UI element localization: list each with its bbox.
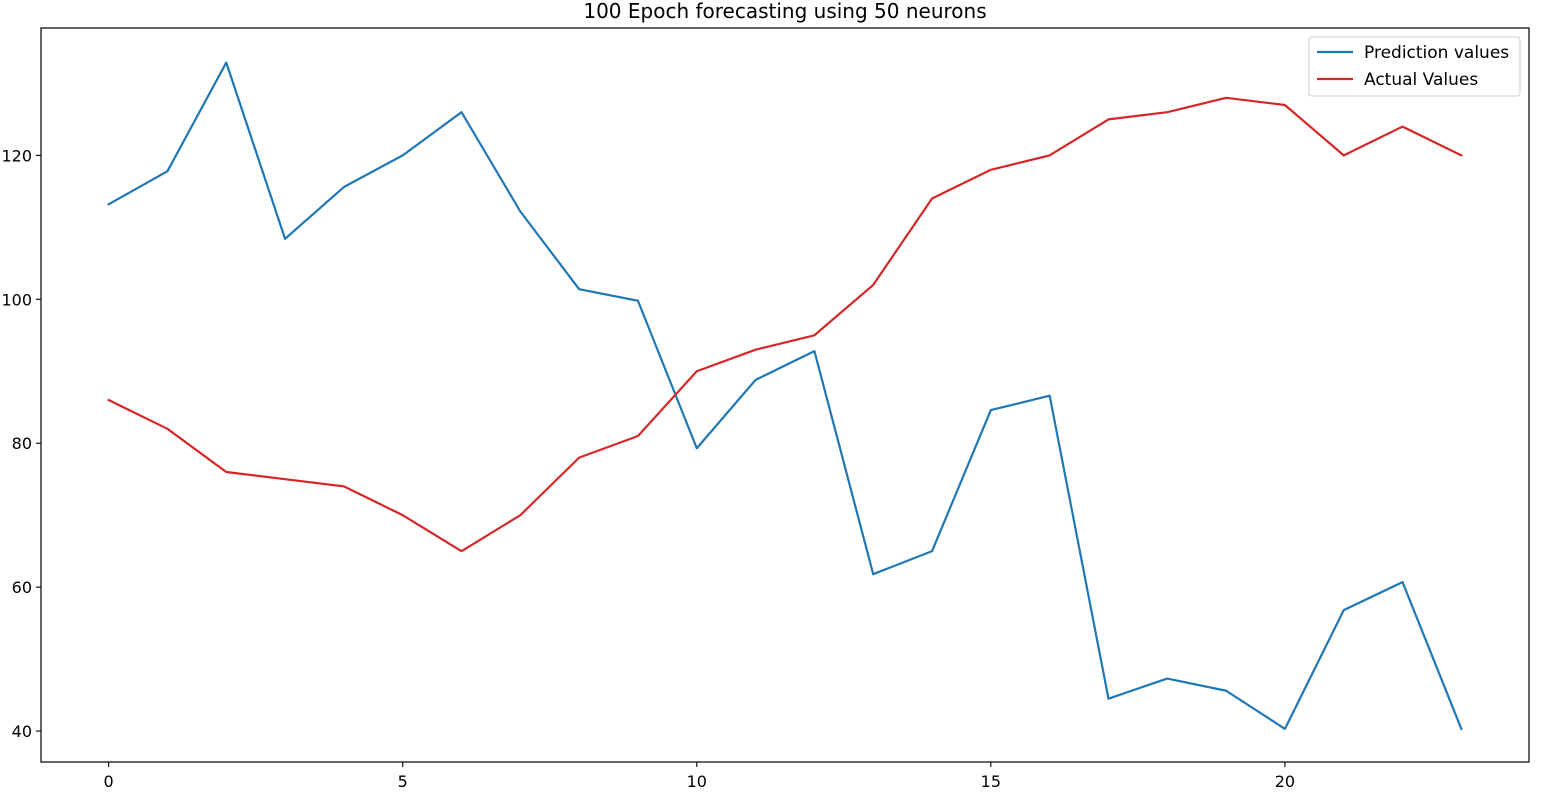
y-tick-label: 40 — [12, 722, 32, 741]
series-layer — [107, 61, 1463, 731]
x-tick-label: 5 — [398, 772, 408, 791]
chart-title: 100 Epoch forecasting using 50 neurons — [583, 0, 986, 23]
y-tick-label: 100 — [1, 290, 32, 309]
y-tick-label: 120 — [1, 146, 32, 165]
y-tick-label: 80 — [12, 434, 32, 453]
legend: Prediction values Actual Values — [1308, 36, 1521, 97]
x-tick-label: 0 — [104, 772, 114, 791]
x-tick-label: 15 — [981, 772, 1001, 791]
x-tick-label: 20 — [1275, 772, 1295, 791]
legend-label-1: Actual Values — [1364, 70, 1478, 90]
y-axis: 40 60 80 100 120 — [1, 146, 41, 741]
y-tick-label: 60 — [12, 578, 32, 597]
legend-box — [1308, 36, 1521, 97]
x-tick-label: 10 — [687, 772, 707, 791]
legend-label-0: Prediction values — [1364, 43, 1509, 63]
series-line-1 — [107, 96, 1463, 553]
x-axis: 0 5 10 15 20 — [104, 762, 1295, 791]
series-line-0 — [107, 61, 1463, 731]
plot-frame — [40, 27, 1530, 763]
